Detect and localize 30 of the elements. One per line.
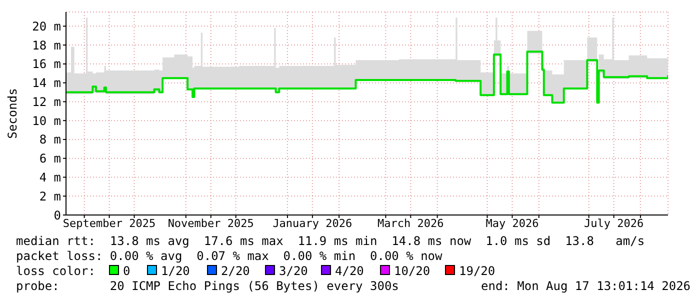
y-tick-label: 18 m: [32, 38, 61, 52]
y-tick-label: 12 m: [32, 94, 61, 109]
x-tick-label: March 2026: [378, 216, 444, 230]
text: 3/20: [279, 264, 308, 278]
text: 4/20: [335, 264, 364, 278]
x-tick-label: January 2026: [272, 216, 352, 230]
x-tick-label: November 2025: [168, 216, 254, 230]
text: probe: 20 ICMP Echo Pings (56 Bytes) every 300s: [16, 279, 399, 293]
y-tick-label: 16 m: [32, 57, 61, 72]
text: 0: [123, 264, 130, 278]
y-tick-label: 6 m: [39, 152, 61, 166]
y-tick-label: 8 m: [39, 132, 61, 147]
y-tick-label: 2 m: [39, 189, 61, 204]
text: end: Mon Aug 17 13:01:14 2026: [481, 279, 691, 293]
x-tick-label: May 2026: [486, 216, 539, 230]
y-tick-label: 10 m: [32, 114, 61, 128]
text: 2/20: [221, 264, 250, 278]
y-tick-label: 4 m: [39, 170, 61, 184]
x-tick-label: September 2025: [62, 216, 156, 230]
text: 10/20: [394, 264, 430, 278]
x-tick-label: July 2026: [584, 216, 644, 230]
y-axis-title: Seconds: [5, 88, 20, 139]
text: loss color:: [16, 264, 96, 278]
text: median rtt: 13.8 ms avg 17.6 ms max 11.9 ms min 14.8 ms now 1.0 ms sd 13.8 am/s: [16, 234, 645, 248]
y-tick-label: 14 m: [32, 76, 61, 90]
y-tick-label: 20 m: [32, 19, 61, 34]
text: 19/20: [459, 264, 496, 278]
text: 1/20: [161, 264, 190, 278]
y-tick-label: 0: [54, 208, 61, 222]
text: packet loss: 0.00 % avg 0.07 % max 0.00 % min 0.00 % now: [16, 249, 442, 263]
